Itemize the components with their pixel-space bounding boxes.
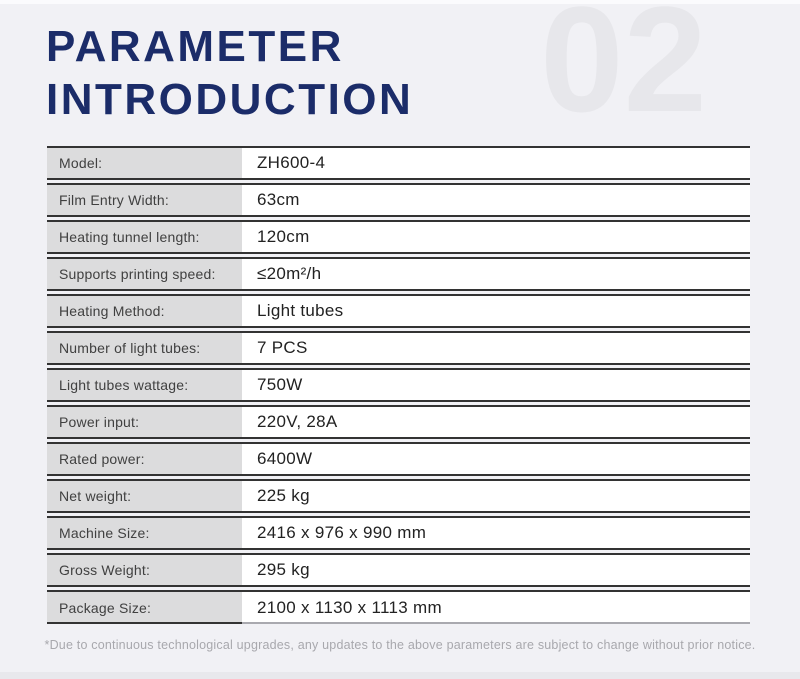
spec-label: Machine Size: (47, 518, 242, 548)
page-title-line2: INTRODUCTION (46, 75, 414, 124)
spec-label: Package Size: (47, 592, 242, 624)
spec-table-row: Heating Method: Light tubes (47, 294, 750, 328)
spec-value: ZH600-4 (257, 153, 326, 172)
spec-value: 7 PCS (257, 338, 308, 357)
spec-table: Model: ZH600-4 Film Entry Width: 63cm He… (47, 146, 750, 624)
spec-value: ≤20m²/h (257, 264, 322, 283)
spec-value: 225 kg (257, 486, 310, 505)
spec-value: 2416 x 976 x 990 mm (257, 523, 427, 542)
page-title-line1: PARAMETER (46, 22, 344, 71)
spec-value: Light tubes (257, 301, 344, 320)
spec-value: 2100 x 1130 x 1113 mm (257, 598, 442, 617)
section-number-watermark: 02 (540, 0, 707, 143)
spec-table-row: Film Entry Width: 63cm (47, 183, 750, 217)
spec-table-row: Power input: 220V, 28A (47, 405, 750, 439)
bottom-edge-strip (0, 672, 800, 679)
spec-label: Heating tunnel length: (47, 222, 242, 252)
top-edge-strip (0, 0, 800, 4)
spec-value: 750W (257, 375, 303, 394)
spec-table-row: Gross Weight: 295 kg (47, 553, 750, 587)
spec-value: 295 kg (257, 560, 310, 579)
spec-table-row: Supports printing speed: ≤20m²/h (47, 257, 750, 291)
spec-value: 63cm (257, 190, 300, 209)
spec-table-row: Net weight: 225 kg (47, 479, 750, 513)
spec-label: Rated power: (47, 444, 242, 474)
page-title: PARAMETER INTRODUCTION (46, 20, 413, 126)
spec-label: Net weight: (47, 481, 242, 511)
spec-label: Heating Method: (47, 296, 242, 326)
spec-label: Film Entry Width: (47, 185, 242, 215)
spec-value: 220V, 28A (257, 412, 338, 431)
spec-value: 120cm (257, 227, 310, 246)
spec-table-row: Machine Size: 2416 x 976 x 990 mm (47, 516, 750, 550)
spec-label: Supports printing speed: (47, 259, 242, 289)
spec-label: Model: (47, 148, 242, 178)
spec-table-row: Light tubes wattage: 750W (47, 368, 750, 402)
spec-table-row: Model: ZH600-4 (47, 146, 750, 180)
spec-table-row: Package Size: 2100 x 1130 x 1113 mm (47, 590, 750, 624)
footnote: *Due to continuous technological upgrade… (44, 638, 756, 652)
spec-label: Light tubes wattage: (47, 370, 242, 400)
spec-label: Power input: (47, 407, 242, 437)
spec-value: 6400W (257, 449, 313, 468)
spec-table-row: Number of light tubes: 7 PCS (47, 331, 750, 365)
spec-table-row: Rated power: 6400W (47, 442, 750, 476)
spec-label: Gross Weight: (47, 555, 242, 585)
spec-label: Number of light tubes: (47, 333, 242, 363)
spec-table-row: Heating tunnel length: 120cm (47, 220, 750, 254)
